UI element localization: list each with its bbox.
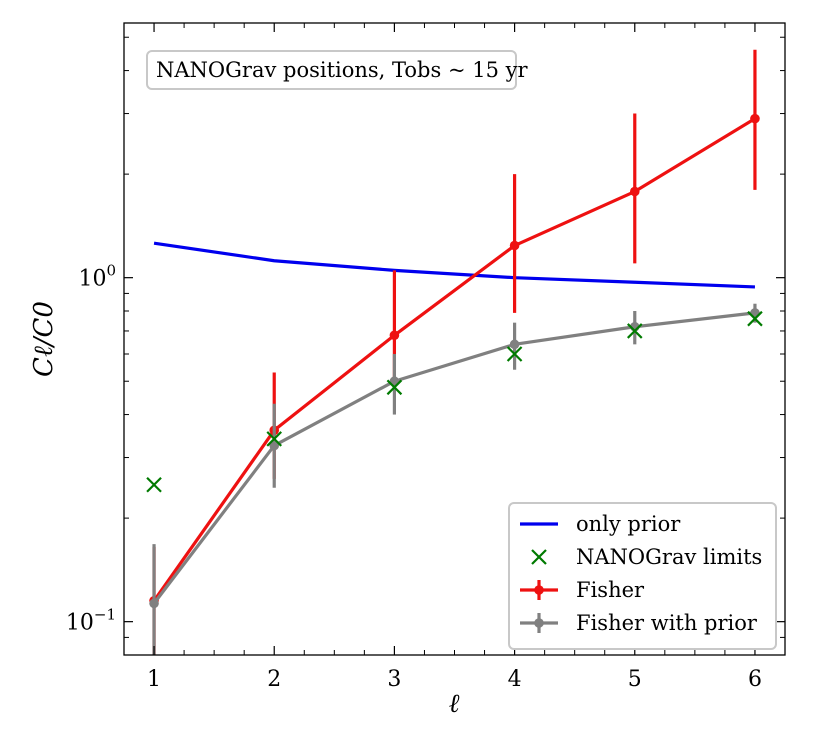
legend-swatch bbox=[534, 618, 544, 628]
legend-frame bbox=[508, 502, 777, 650]
marker-nanograv-limits bbox=[506, 346, 523, 362]
legend-entry-nanograv-limits: NANOGrav limits bbox=[531, 545, 762, 569]
marker-stroke bbox=[266, 431, 283, 447]
marker-nanograv-limits bbox=[266, 431, 283, 447]
x-tick-label: 3 bbox=[387, 667, 401, 692]
annotation-text: NANOGrav positions, Tobs ~ 15 yr bbox=[156, 58, 528, 82]
x-tick-label: 1 bbox=[147, 667, 161, 692]
marker-nanograv-limits bbox=[146, 476, 162, 493]
ticks-layer: 1 2 3 4 5 6 10−1 100 bbox=[66, 23, 786, 692]
legend-label: NANOGrav limits bbox=[576, 545, 762, 569]
legend-entry-only-prior: only prior bbox=[520, 512, 681, 536]
series-line-fisher-with-prior bbox=[152, 311, 756, 605]
data-point-fisher bbox=[509, 240, 520, 251]
annotation-frame bbox=[146, 50, 517, 90]
marker-nanograv-limits bbox=[626, 323, 643, 339]
legend-swatch bbox=[534, 585, 544, 595]
data-point-fisher bbox=[750, 113, 760, 124]
y-tick-label: 100 bbox=[78, 262, 116, 292]
marker-stroke bbox=[386, 379, 403, 396]
x-tick-label: 6 bbox=[748, 667, 762, 692]
x-tick-label: 5 bbox=[628, 667, 642, 692]
legend-label: Fisher with prior bbox=[576, 611, 758, 635]
x-tick-label: 2 bbox=[267, 667, 281, 692]
legend-entry-fisher: Fisher bbox=[520, 578, 645, 602]
x-tick-label: 4 bbox=[508, 667, 522, 692]
marker-stroke bbox=[747, 310, 763, 327]
legend-swatch bbox=[531, 549, 547, 565]
x-axis-label: ℓ bbox=[449, 689, 460, 719]
data-point-fisher-with-prior bbox=[149, 598, 159, 609]
series-group bbox=[146, 49, 763, 655]
plot-layer bbox=[146, 49, 763, 655]
series-line-fisher bbox=[152, 117, 756, 602]
legend-label: only prior bbox=[576, 512, 681, 536]
legend-entry-fisher-with-prior: Fisher with prior bbox=[520, 611, 758, 635]
legend-label: Fisher bbox=[576, 578, 645, 602]
data-point-fisher-with-prior bbox=[509, 339, 520, 350]
marker-nanograv-limits bbox=[747, 310, 763, 327]
data-point-fisher bbox=[629, 186, 640, 197]
marker-stroke bbox=[626, 323, 643, 339]
series-line-only-prior bbox=[153, 241, 756, 289]
y-tick-label: 10−1 bbox=[66, 606, 116, 636]
legend-entries: only prior NANOGrav limits Fisher Fisher wi… bbox=[520, 512, 762, 635]
legend: only prior NANOGrav limits Fisher Fisher wi… bbox=[508, 502, 777, 650]
marker-stroke bbox=[506, 346, 523, 362]
data-point-fisher-with-prior bbox=[269, 440, 280, 451]
marker-stroke bbox=[146, 476, 162, 493]
marker-nanograv-limits bbox=[386, 379, 403, 396]
data-point-fisher bbox=[389, 330, 400, 341]
annotation-box: NANOGrav positions, Tobs ~ 15 yr bbox=[146, 50, 528, 90]
y-axis-label: Cℓ/C0 bbox=[29, 301, 59, 377]
